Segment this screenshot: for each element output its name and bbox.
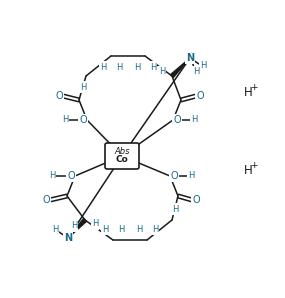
Text: H: H <box>100 63 106 72</box>
Text: H: H <box>159 68 165 77</box>
FancyBboxPatch shape <box>105 143 139 169</box>
Text: O: O <box>196 91 204 101</box>
Text: H: H <box>193 68 199 77</box>
Text: H: H <box>80 83 86 91</box>
Text: N: N <box>186 53 194 63</box>
Text: H: H <box>172 204 178 213</box>
Text: H: H <box>52 226 58 235</box>
Text: O: O <box>42 195 50 205</box>
Text: O: O <box>192 195 200 205</box>
Text: H: H <box>191 116 197 125</box>
Text: O: O <box>67 171 75 181</box>
Text: N: N <box>64 233 72 243</box>
Text: H: H <box>116 63 122 72</box>
Text: H: H <box>92 220 98 229</box>
Text: O: O <box>173 115 181 125</box>
Text: H: H <box>136 224 142 234</box>
Text: H: H <box>150 63 156 72</box>
Text: H: H <box>62 116 68 125</box>
Text: H: H <box>188 172 194 181</box>
Polygon shape <box>171 58 190 77</box>
Text: H: H <box>244 86 253 100</box>
Text: H: H <box>118 224 124 234</box>
Text: +: + <box>250 161 258 170</box>
Text: O: O <box>55 91 63 101</box>
Polygon shape <box>68 219 86 238</box>
Text: H: H <box>102 224 108 234</box>
Text: H: H <box>134 63 140 72</box>
Text: Co: Co <box>116 156 128 164</box>
Text: Abs: Abs <box>114 148 130 156</box>
Text: H: H <box>152 224 158 234</box>
Text: H: H <box>49 172 55 181</box>
Text: O: O <box>170 171 178 181</box>
Text: +: + <box>250 83 258 92</box>
Text: H: H <box>244 164 253 176</box>
Text: H: H <box>71 221 77 230</box>
Text: H: H <box>200 61 206 71</box>
Text: O: O <box>79 115 87 125</box>
